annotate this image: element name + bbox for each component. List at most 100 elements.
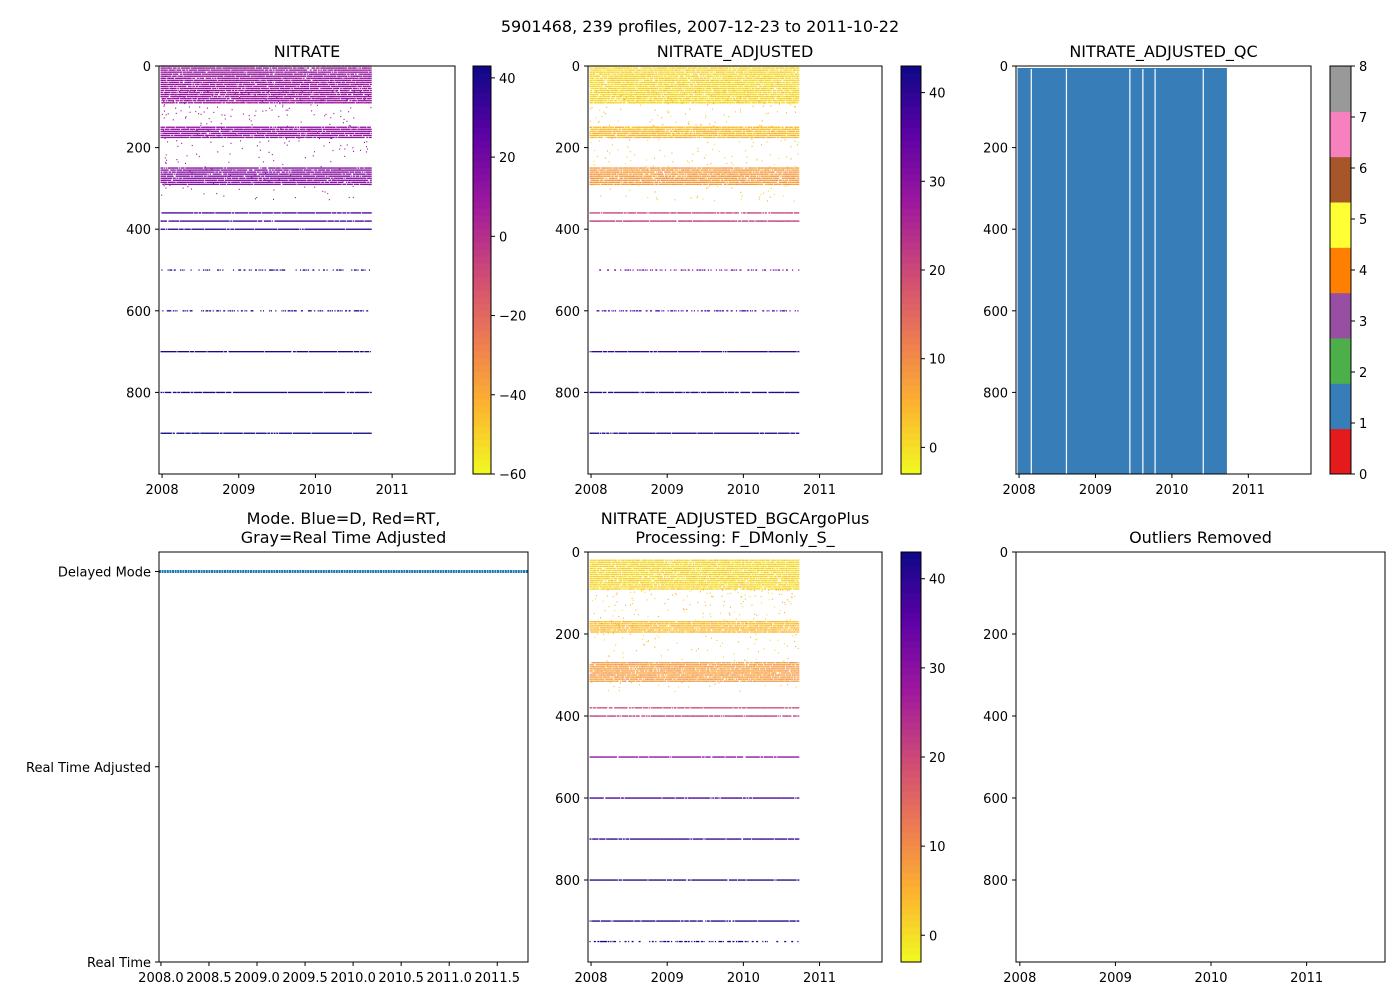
heatmap-cell bbox=[356, 67, 357, 68]
heatmap-cell bbox=[177, 74, 178, 75]
heatmap-cell bbox=[167, 82, 168, 83]
heatmap-cell bbox=[371, 76, 372, 77]
heatmap-cell bbox=[328, 80, 329, 81]
figure: 5901468, 239 profiles, 2007-12-23 to 201… bbox=[0, 0, 1400, 1000]
heatmap-cell bbox=[371, 80, 372, 81]
heatmap-cell bbox=[345, 74, 346, 75]
heatmap-cell bbox=[234, 76, 235, 77]
heatmap-cell bbox=[271, 69, 272, 70]
heatmap-cell bbox=[304, 78, 305, 79]
heatmap-cell bbox=[306, 69, 307, 70]
heatmap-cell bbox=[196, 69, 197, 70]
heatmap-cell bbox=[175, 69, 176, 70]
heatmap-cell bbox=[276, 67, 277, 68]
heatmap-cell bbox=[308, 67, 309, 68]
heatmap-cell bbox=[326, 74, 327, 75]
heatmap-cell bbox=[367, 72, 368, 73]
heatmap-cell bbox=[360, 67, 361, 68]
heatmap-cell bbox=[307, 74, 308, 75]
heatmap-cell bbox=[270, 67, 271, 68]
heatmap-cell bbox=[302, 74, 303, 75]
heatmap-cell bbox=[296, 72, 297, 73]
heatmap-cell bbox=[216, 80, 217, 81]
heatmap-cell bbox=[319, 67, 320, 68]
heatmap-cell bbox=[350, 80, 351, 81]
heatmap-cell bbox=[221, 67, 222, 68]
heatmap-cell bbox=[171, 67, 172, 68]
heatmap-cell bbox=[328, 74, 329, 75]
heatmap-cell bbox=[238, 78, 239, 79]
heatmap-cell bbox=[263, 69, 264, 70]
heatmap-cell bbox=[179, 67, 180, 68]
heatmap-cell bbox=[314, 67, 315, 68]
heatmap-cell bbox=[268, 67, 269, 68]
heatmap-cell bbox=[268, 74, 269, 75]
heatmap-cell bbox=[181, 72, 182, 73]
heatmap-cell bbox=[189, 67, 190, 68]
heatmap-cell bbox=[249, 76, 250, 77]
heatmap-cell bbox=[205, 72, 206, 73]
heatmap-cell bbox=[203, 78, 204, 79]
heatmap-cell bbox=[371, 74, 372, 75]
heatmap-cell bbox=[274, 72, 275, 73]
heatmap-cell bbox=[191, 72, 192, 73]
heatmap-cell bbox=[191, 78, 192, 79]
heatmap-cell bbox=[274, 69, 275, 70]
heatmap-cell bbox=[176, 76, 177, 77]
heatmap-cell bbox=[291, 67, 292, 68]
heatmap-cell bbox=[261, 67, 262, 68]
heatmap-cell bbox=[181, 74, 182, 75]
heatmap-cell bbox=[264, 76, 265, 77]
heatmap-cell bbox=[346, 67, 347, 68]
heatmap-cell bbox=[292, 74, 293, 75]
heatmap-cell bbox=[301, 78, 302, 79]
heatmap-cell bbox=[184, 69, 185, 70]
heatmap-cell bbox=[326, 69, 327, 70]
heatmap-cell bbox=[176, 67, 177, 68]
heatmap-cell bbox=[209, 69, 210, 70]
heatmap-cell bbox=[316, 69, 317, 70]
heatmap-cell bbox=[342, 78, 343, 79]
heatmap-cell bbox=[178, 82, 179, 83]
heatmap-cell bbox=[333, 80, 334, 81]
heatmap-cell bbox=[245, 74, 246, 75]
heatmap-cell bbox=[296, 67, 297, 68]
heatmap-cell bbox=[167, 69, 168, 70]
heatmap-cell bbox=[173, 78, 174, 79]
heatmap-cell bbox=[322, 76, 323, 77]
heatmap-cell bbox=[336, 72, 337, 73]
heatmap-cell bbox=[171, 74, 172, 75]
heatmap-cell bbox=[165, 80, 166, 81]
heatmap-cell bbox=[310, 80, 311, 81]
heatmap-cell bbox=[183, 80, 184, 81]
heatmap-cell bbox=[330, 72, 331, 73]
heatmap-cell bbox=[245, 72, 246, 73]
heatmap-cell bbox=[229, 69, 230, 70]
heatmap-cell bbox=[272, 74, 273, 75]
heatmap-cell bbox=[316, 72, 317, 73]
heatmap-cell bbox=[191, 82, 192, 83]
heatmap-marks bbox=[161, 65, 372, 434]
heatmap-cell bbox=[311, 69, 312, 70]
heatmap-cell bbox=[319, 69, 320, 70]
heatmap-cell bbox=[187, 69, 188, 70]
heatmap-cell bbox=[349, 74, 350, 75]
heatmap-cell bbox=[305, 67, 306, 68]
heatmap-cell bbox=[192, 80, 193, 81]
heatmap-cell bbox=[281, 78, 282, 79]
heatmap-cell bbox=[311, 76, 312, 77]
heatmap-cell bbox=[210, 78, 211, 79]
heatmap-cell bbox=[321, 69, 322, 70]
heatmap-cell bbox=[284, 69, 285, 70]
heatmap-cell bbox=[200, 74, 201, 75]
heatmap-cell bbox=[371, 78, 372, 79]
heatmap-cell bbox=[353, 74, 354, 75]
heatmap-cell bbox=[305, 74, 306, 75]
heatmap-cell bbox=[244, 72, 245, 73]
heatmap-cell bbox=[198, 78, 199, 79]
heatmap-cell bbox=[180, 69, 181, 70]
heatmap-cell bbox=[170, 76, 171, 77]
heatmap-cell bbox=[371, 72, 372, 73]
heatmap-cell bbox=[222, 76, 223, 77]
heatmap-cell bbox=[267, 69, 268, 70]
